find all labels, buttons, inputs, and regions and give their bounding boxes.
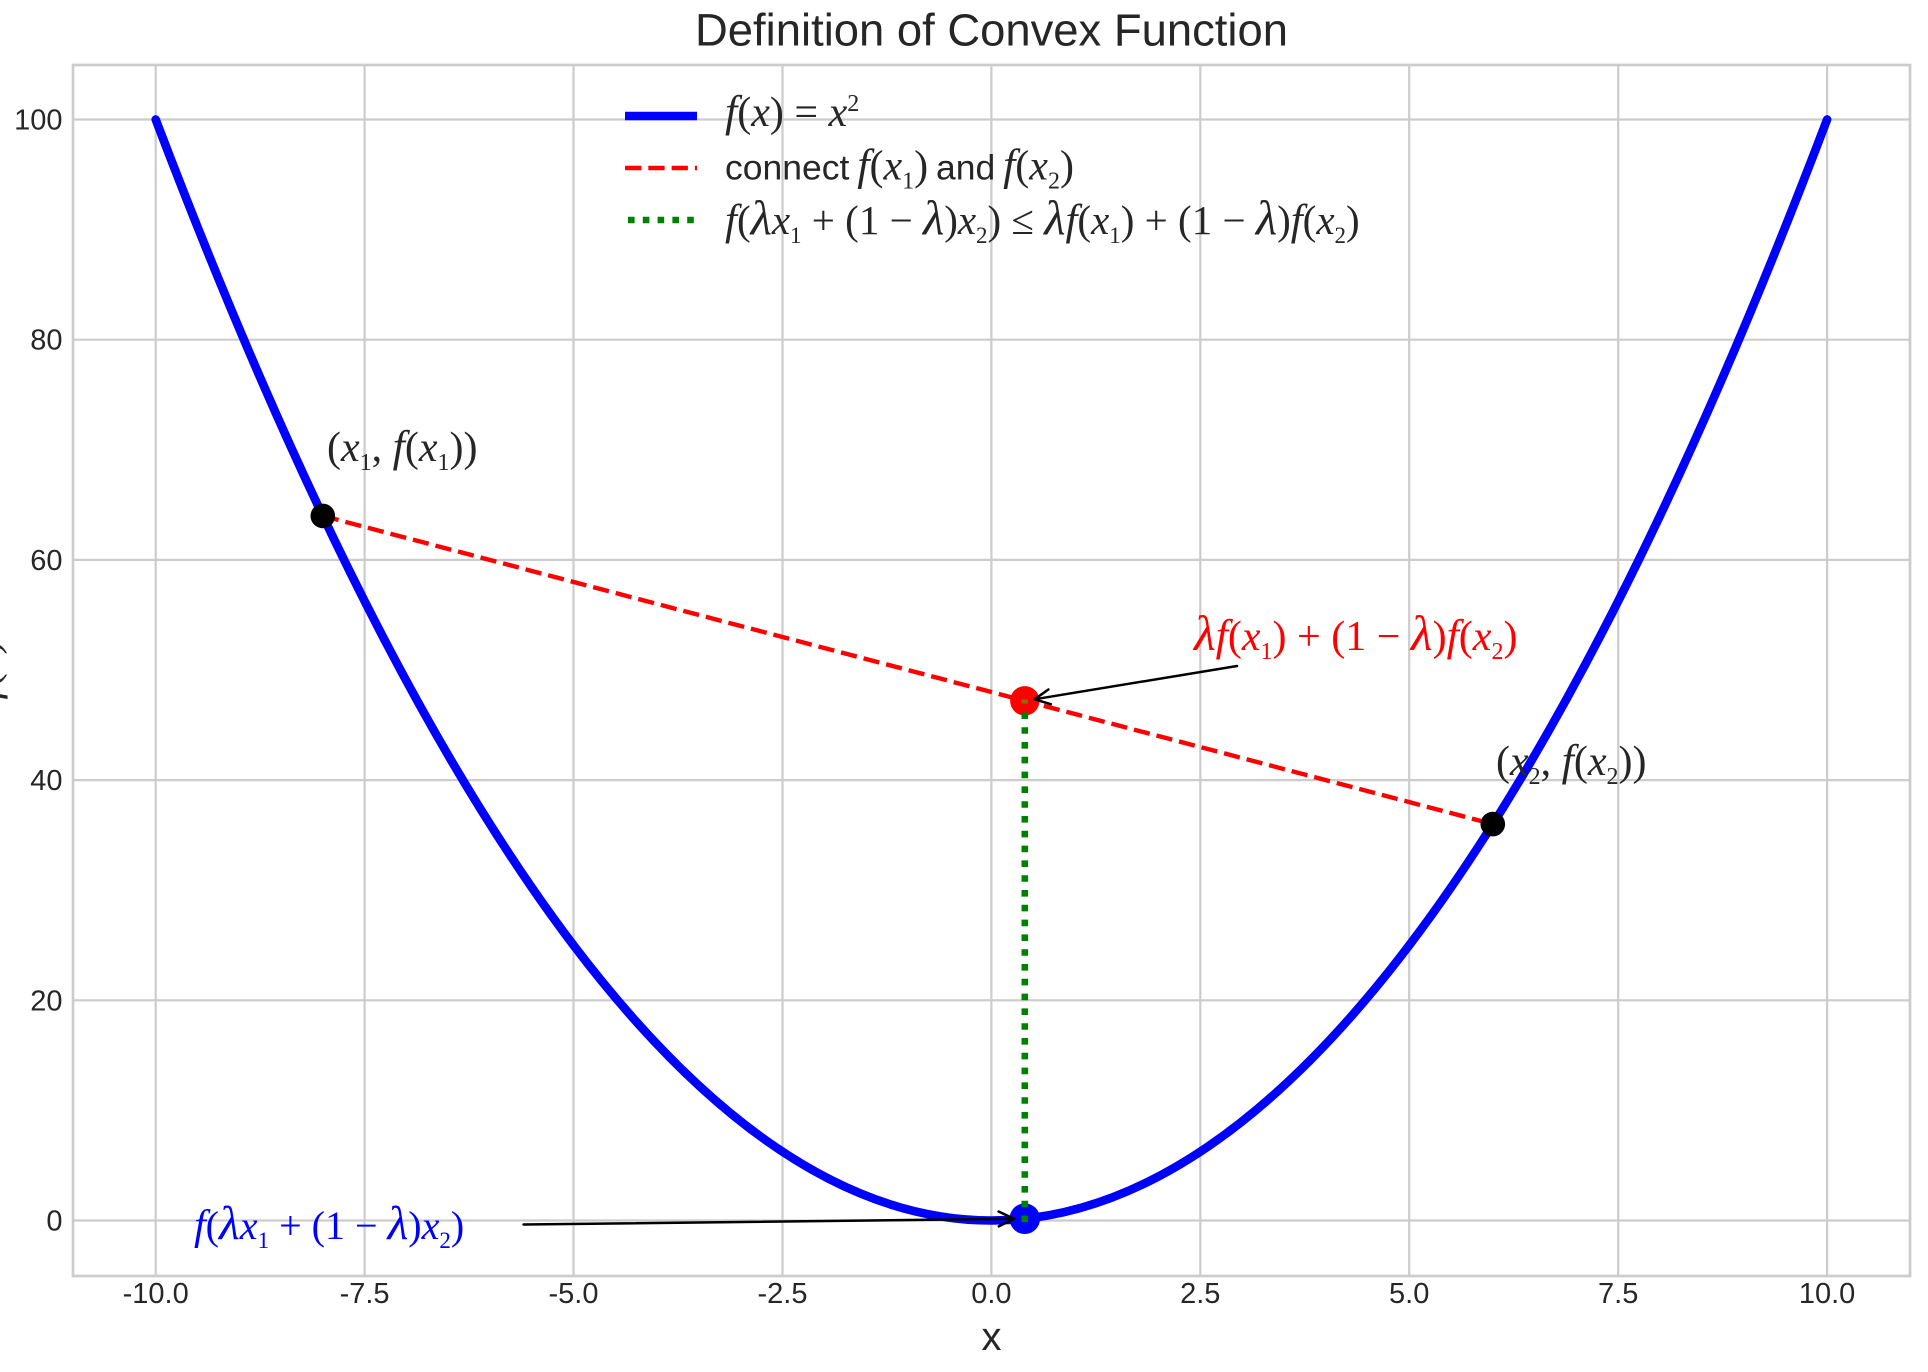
- svg-text:f(λx1​ + (1 − λ)x2​) ≤ λf(x1​): f(λx1​ + (1 − λ)x2​) ≤ λf(x1​) + (1 − λ)…: [725, 190, 1360, 248]
- svg-text:-7.5: -7.5: [340, 1278, 390, 1310]
- svg-text:10.0: 10.0: [1799, 1278, 1855, 1310]
- svg-text:connect f(x1​) and f(x2​): connect f(x1​) and f(x2​): [725, 141, 1074, 195]
- svg-text:λf(x1​) + (1 − λ)f(x2​): λf(x1​) + (1 − λ)f(x2​): [1192, 605, 1517, 665]
- svg-text:x: x: [982, 1315, 1002, 1359]
- svg-text:f(λx1​ + (1 − λ)x2​): f(λx1​ + (1 − λ)x2​): [194, 1197, 464, 1253]
- svg-text:(x2​, f(x2​)): (x2​, f(x2​)): [1496, 736, 1647, 790]
- svg-text:Definition of Convex Function: Definition of Convex Function: [695, 5, 1288, 56]
- svg-text:0: 0: [46, 1206, 62, 1238]
- svg-text:100: 100: [14, 105, 62, 137]
- svg-text:-2.5: -2.5: [758, 1278, 808, 1310]
- svg-text:f(x): f(x): [0, 641, 8, 700]
- svg-text:7.5: 7.5: [1598, 1278, 1638, 1310]
- svg-text:-10.0: -10.0: [123, 1278, 189, 1310]
- svg-text:2.5: 2.5: [1180, 1278, 1220, 1310]
- svg-text:80: 80: [30, 325, 62, 357]
- svg-text:f(x) = x2​: f(x) = x2​: [725, 87, 859, 136]
- svg-text:40: 40: [30, 765, 62, 797]
- svg-text:0.0: 0.0: [971, 1278, 1011, 1310]
- svg-text:60: 60: [30, 545, 62, 577]
- svg-text:-5.0: -5.0: [549, 1278, 599, 1310]
- svg-text:5.0: 5.0: [1389, 1278, 1429, 1310]
- svg-text:(x1​, f(x1​)): (x1​, f(x1​)): [327, 422, 478, 476]
- svg-text:20: 20: [30, 985, 62, 1017]
